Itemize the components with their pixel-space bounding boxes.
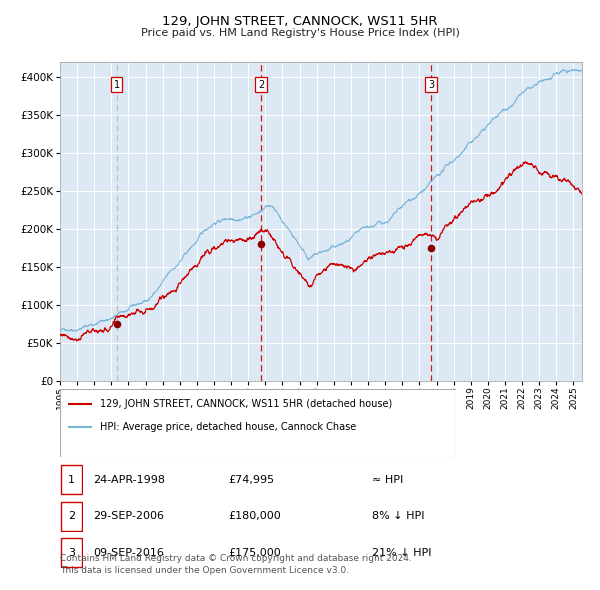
- Text: 21% ↓ HPI: 21% ↓ HPI: [372, 548, 431, 558]
- Text: 3: 3: [68, 548, 75, 558]
- Text: £74,995: £74,995: [228, 475, 274, 484]
- Text: 29-SEP-2006: 29-SEP-2006: [93, 512, 164, 521]
- Text: Contains HM Land Registry data © Crown copyright and database right 2024.
This d: Contains HM Land Registry data © Crown c…: [60, 555, 412, 575]
- Text: 2: 2: [258, 80, 264, 90]
- Text: 129, JOHN STREET, CANNOCK, WS11 5HR: 129, JOHN STREET, CANNOCK, WS11 5HR: [162, 15, 438, 28]
- Text: 129, JOHN STREET, CANNOCK, WS11 5HR (detached house): 129, JOHN STREET, CANNOCK, WS11 5HR (det…: [100, 399, 392, 409]
- Text: 24-APR-1998: 24-APR-1998: [93, 475, 165, 484]
- Text: £175,000: £175,000: [228, 548, 281, 558]
- Text: 8% ↓ HPI: 8% ↓ HPI: [372, 512, 425, 521]
- Text: 1: 1: [68, 475, 75, 484]
- Text: 2: 2: [68, 512, 75, 521]
- Text: 09-SEP-2016: 09-SEP-2016: [93, 548, 164, 558]
- Text: 3: 3: [428, 80, 434, 90]
- Text: HPI: Average price, detached house, Cannock Chase: HPI: Average price, detached house, Cann…: [100, 422, 356, 432]
- Text: £180,000: £180,000: [228, 512, 281, 521]
- Text: 1: 1: [113, 80, 120, 90]
- Text: Price paid vs. HM Land Registry's House Price Index (HPI): Price paid vs. HM Land Registry's House …: [140, 28, 460, 38]
- Text: ≈ HPI: ≈ HPI: [372, 475, 403, 484]
